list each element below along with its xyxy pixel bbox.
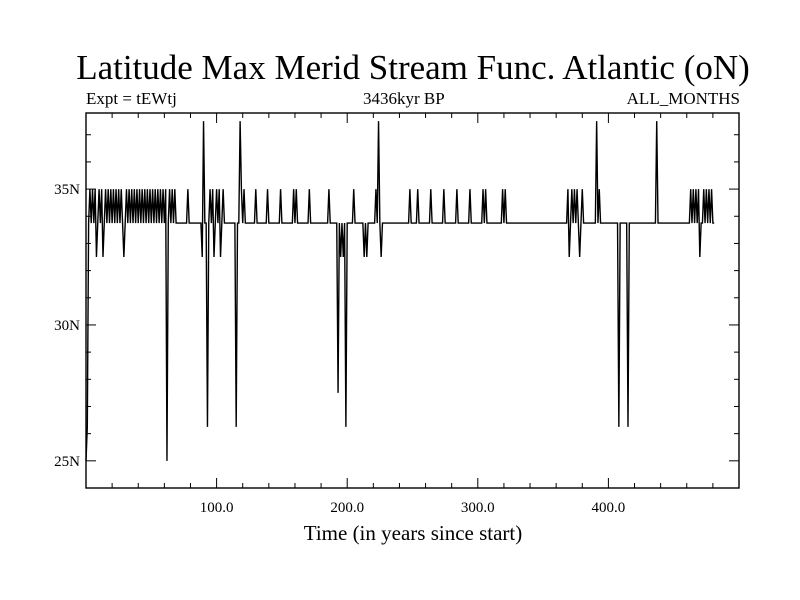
- y-tick-label: 30N: [54, 318, 80, 334]
- months-label: ALL_MONTHS: [626, 89, 740, 108]
- experiment-label: Expt = tEWtj: [86, 89, 177, 108]
- chart-title: Latitude Max Merid Stream Func. Atlantic…: [76, 48, 750, 87]
- series-line: [85, 121, 715, 461]
- x-tick-label: 200.0: [330, 500, 364, 516]
- y-tick-label: 35N: [54, 182, 80, 198]
- x-tick-label: 400.0: [592, 500, 626, 516]
- period-label: 3436kyr BP: [363, 89, 445, 108]
- y-tick-label: 25N: [54, 454, 80, 470]
- x-tick-label: 100.0: [200, 500, 234, 516]
- tick-marks: [86, 113, 739, 488]
- plot-frame: [85, 112, 740, 489]
- tick-labels: 100.0 200.0 300.0 400.0 25N 30N 35N: [54, 182, 625, 516]
- x-axis-label: Time (in years since start): [304, 521, 523, 545]
- x-tick-label: 300.0: [461, 500, 495, 516]
